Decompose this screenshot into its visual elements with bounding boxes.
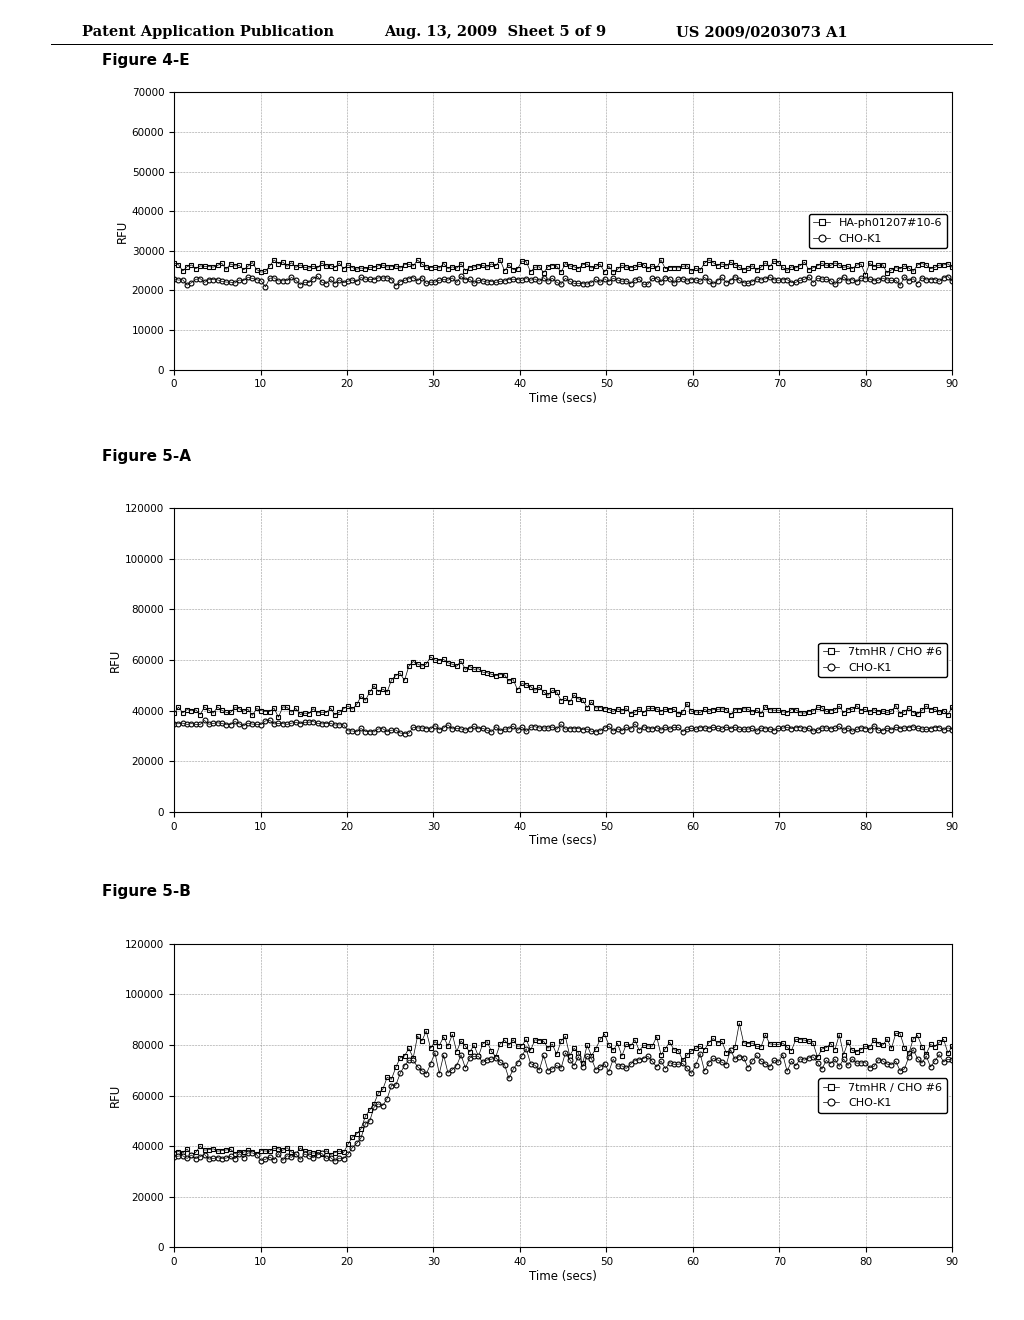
- Text: Patent Application Publication: Patent Application Publication: [82, 25, 334, 40]
- Text: Figure 5-B: Figure 5-B: [102, 884, 191, 899]
- Text: Figure 5-A: Figure 5-A: [102, 449, 191, 463]
- X-axis label: Time (secs): Time (secs): [529, 1270, 597, 1283]
- X-axis label: Time (secs): Time (secs): [529, 834, 597, 847]
- Text: Figure 4-E: Figure 4-E: [102, 53, 190, 67]
- Legend: HA-ph01207#10-6, CHO-K1: HA-ph01207#10-6, CHO-K1: [809, 214, 947, 248]
- Y-axis label: RFU: RFU: [116, 219, 129, 243]
- Legend: 7tmHR / CHO #6, CHO-K1: 7tmHR / CHO #6, CHO-K1: [818, 1078, 947, 1113]
- Text: Aug. 13, 2009  Sheet 5 of 9: Aug. 13, 2009 Sheet 5 of 9: [384, 25, 606, 40]
- Legend: 7tmHR / CHO #6, CHO-K1: 7tmHR / CHO #6, CHO-K1: [818, 643, 947, 677]
- Y-axis label: RFU: RFU: [110, 648, 122, 672]
- Y-axis label: RFU: RFU: [110, 1084, 122, 1107]
- Text: US 2009/0203073 A1: US 2009/0203073 A1: [676, 25, 848, 40]
- X-axis label: Time (secs): Time (secs): [529, 392, 597, 405]
